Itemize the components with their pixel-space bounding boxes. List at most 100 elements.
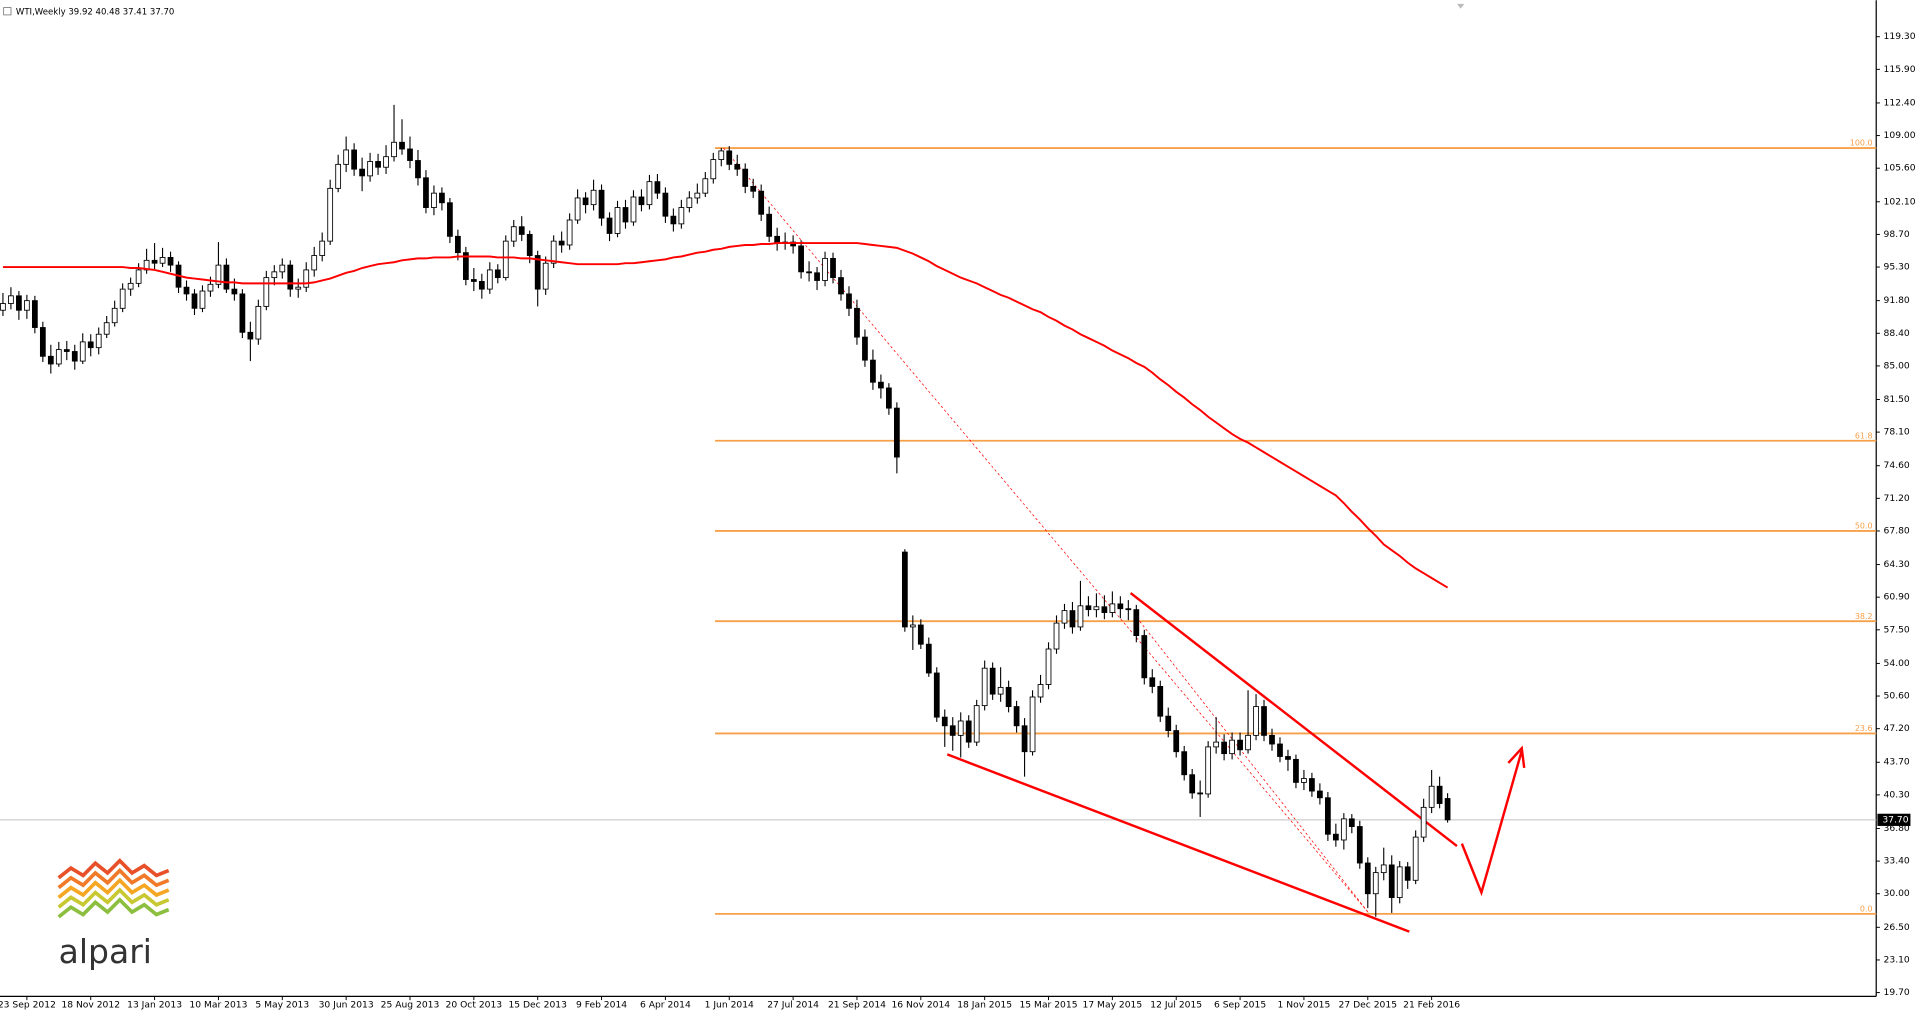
candle-body — [1069, 610, 1076, 628]
logo: alpari — [57, 858, 170, 971]
fib-label: 61.8 — [1855, 431, 1873, 440]
x-tick-label: 18 Nov 2012 — [61, 999, 120, 1010]
candle-body — [1093, 606, 1100, 611]
price-label-box — [1877, 813, 1911, 826]
candle-body — [1245, 734, 1251, 751]
fib-label: 100.0 — [1850, 139, 1873, 148]
upper-channel-line — [1129, 592, 1458, 848]
candle-body — [686, 197, 693, 208]
candle-body — [830, 257, 836, 279]
candle-body — [933, 672, 940, 718]
candle-body — [670, 215, 677, 225]
y-tick-label: 102.10 — [1884, 196, 1916, 207]
candle-body — [1325, 797, 1331, 835]
candle-body — [774, 235, 781, 244]
candle-body — [159, 257, 166, 264]
candle-body — [271, 271, 278, 279]
candle-body — [574, 197, 581, 221]
candle-body — [1332, 833, 1339, 841]
candle-body — [1396, 866, 1403, 898]
x-tick-label: 5 May 2013 — [255, 999, 309, 1010]
candle-body — [901, 551, 908, 628]
candle-body — [8, 295, 14, 304]
candle-body — [439, 192, 445, 204]
candle-body — [119, 288, 126, 309]
candle-body — [407, 148, 413, 161]
candle-body — [502, 240, 509, 279]
candle-body — [1317, 790, 1323, 799]
candle-body — [47, 355, 54, 365]
candle-body — [231, 288, 238, 295]
candle-body — [1348, 818, 1355, 827]
candle-body — [167, 257, 174, 266]
logo-wave — [57, 858, 170, 880]
y-tick-label: 109.00 — [1884, 130, 1916, 141]
y-tick-label: 26.50 — [1884, 922, 1910, 933]
x-tick-label: 10 Mar 2013 — [189, 999, 247, 1010]
candle-body — [367, 161, 373, 177]
candle-body — [678, 207, 685, 225]
y-tick-label: 88.40 — [1884, 328, 1910, 339]
candle-body — [263, 277, 270, 307]
candle-body — [0, 303, 6, 311]
candle-body — [1388, 864, 1395, 898]
candle-body — [359, 168, 365, 177]
candle-body — [510, 226, 517, 242]
candle-body — [694, 192, 701, 199]
y-tick-label: 19.70 — [1884, 987, 1910, 998]
candle-body — [925, 643, 932, 674]
symbol-icon — [3, 7, 12, 16]
candle-body — [606, 217, 613, 234]
candle-body — [311, 255, 318, 271]
candle-body — [135, 269, 142, 284]
y-tick-label: 91.80 — [1884, 295, 1910, 306]
fib-label: 38.2 — [1855, 612, 1873, 621]
candle-body — [1420, 806, 1427, 838]
candle-body — [878, 381, 884, 389]
header-text: WTI,Weekly 39.92 40.48 37.41 37.70 — [16, 7, 175, 17]
candle-body — [981, 667, 988, 707]
candle-body — [1053, 622, 1060, 650]
candle-body — [399, 141, 405, 150]
y-tick-label: 30.00 — [1884, 888, 1910, 899]
x-tick-label: 16 Nov 2014 — [891, 999, 950, 1010]
candle-body — [662, 192, 669, 217]
candle-body — [949, 725, 956, 736]
candle-body — [846, 293, 852, 309]
candle-body — [462, 252, 469, 280]
x-tick-label: 23 Sep 2012 — [0, 999, 56, 1010]
candle-body — [941, 716, 948, 727]
logo-text: alpari — [59, 932, 152, 971]
candle-body — [702, 178, 709, 194]
candle-body — [1277, 743, 1283, 757]
lower-channel-line — [946, 753, 1410, 933]
candle-body — [534, 255, 541, 290]
candle-body — [1061, 610, 1068, 624]
y-tick-label: 40.30 — [1884, 789, 1910, 800]
candle-body — [1085, 605, 1092, 611]
x-tick-label: 27 Dec 2015 — [1339, 999, 1398, 1010]
x-tick-label: 1 Jun 2014 — [705, 999, 754, 1010]
candle-body — [1253, 706, 1259, 736]
x-tick-label: 30 Jun 2013 — [319, 999, 374, 1010]
candle-body — [1077, 605, 1084, 628]
candle-body — [31, 300, 38, 328]
x-tick-label: 6 Apr 2014 — [640, 999, 691, 1010]
candle-body — [24, 300, 30, 311]
y-tick-label: 67.80 — [1884, 525, 1910, 536]
candle-body — [622, 207, 629, 223]
candle-body — [1197, 792, 1204, 795]
y-tick-label: 71.20 — [1884, 493, 1910, 504]
candle-body — [207, 283, 214, 292]
candle-body — [1149, 677, 1156, 687]
y-tick-label: 81.50 — [1884, 394, 1910, 405]
candle-body — [103, 322, 110, 335]
candle-body — [55, 349, 62, 365]
candle-body — [526, 233, 533, 256]
fib-label: 50.0 — [1855, 522, 1873, 531]
candle-body — [590, 189, 597, 206]
candle-body — [654, 181, 661, 194]
logo-wave — [57, 867, 170, 890]
candle-body — [822, 257, 828, 281]
